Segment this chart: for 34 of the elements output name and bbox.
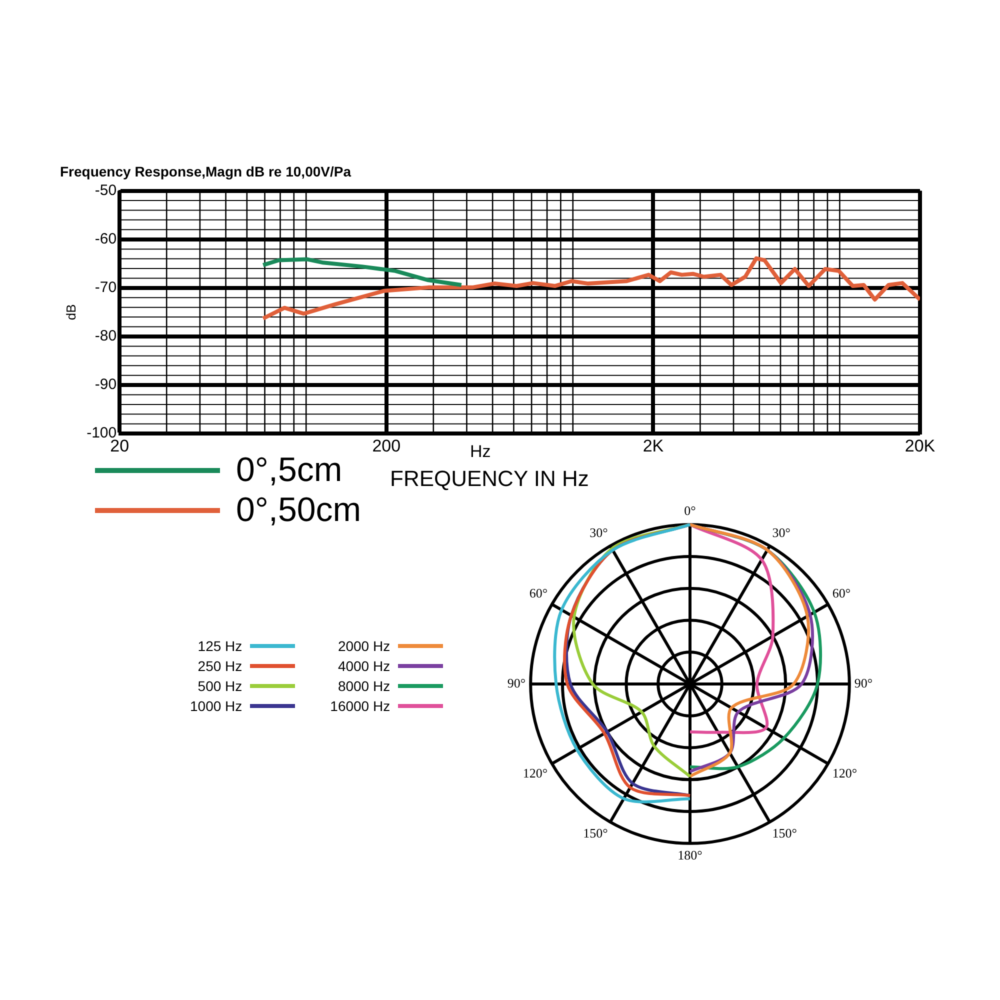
legend-label: 1000 Hz	[190, 698, 242, 714]
chart-title: Frequency Response,Magn dB re 10,00V/Pa	[60, 163, 352, 180]
spoke-label: 30°	[590, 525, 608, 540]
spoke-label: 90°	[507, 675, 526, 690]
spoke-label: 30°	[772, 525, 790, 540]
x-axis-title: FREQUENCY IN Hz	[390, 466, 589, 492]
spoke-label: 180°	[678, 848, 702, 863]
legend-label: 0°,5cm	[236, 450, 342, 490]
x-tick-label: 2K	[642, 436, 664, 456]
x-tick-label: 200	[372, 436, 401, 456]
legend-label: 16000 Hz	[330, 698, 390, 714]
y-tick-label: -80	[94, 328, 117, 345]
spoke-label: 150°	[583, 826, 608, 841]
y-tick-label: -60	[94, 230, 117, 248]
legend-label: 8000 Hz	[338, 678, 390, 694]
y-tick-label: -90	[94, 376, 117, 394]
spoke-label: 150°	[772, 826, 797, 841]
legend-label: 4000 Hz	[338, 658, 390, 674]
spoke-label: 60°	[832, 585, 851, 600]
x-tick-label: 20K	[904, 436, 936, 456]
y-tick-label: -70	[94, 279, 117, 296]
legend-label: 500 Hz	[198, 678, 242, 694]
y-axis-title: dB	[63, 304, 78, 320]
spoke-label: 120°	[832, 765, 858, 780]
text: Hz	[470, 442, 491, 462]
spoke-label: 60°	[529, 585, 548, 600]
y-tick-label: -50	[94, 182, 117, 199]
spoke-label: 0°	[684, 503, 696, 518]
spoke-label: 120°	[522, 765, 548, 780]
legend-label: 0°,50cm	[236, 490, 362, 530]
legend-label: 250 Hz	[198, 658, 242, 674]
legend-label: 2000 Hz	[338, 638, 390, 654]
spoke-label: 90°	[854, 675, 873, 690]
legend-label: 125 Hz	[198, 638, 242, 654]
